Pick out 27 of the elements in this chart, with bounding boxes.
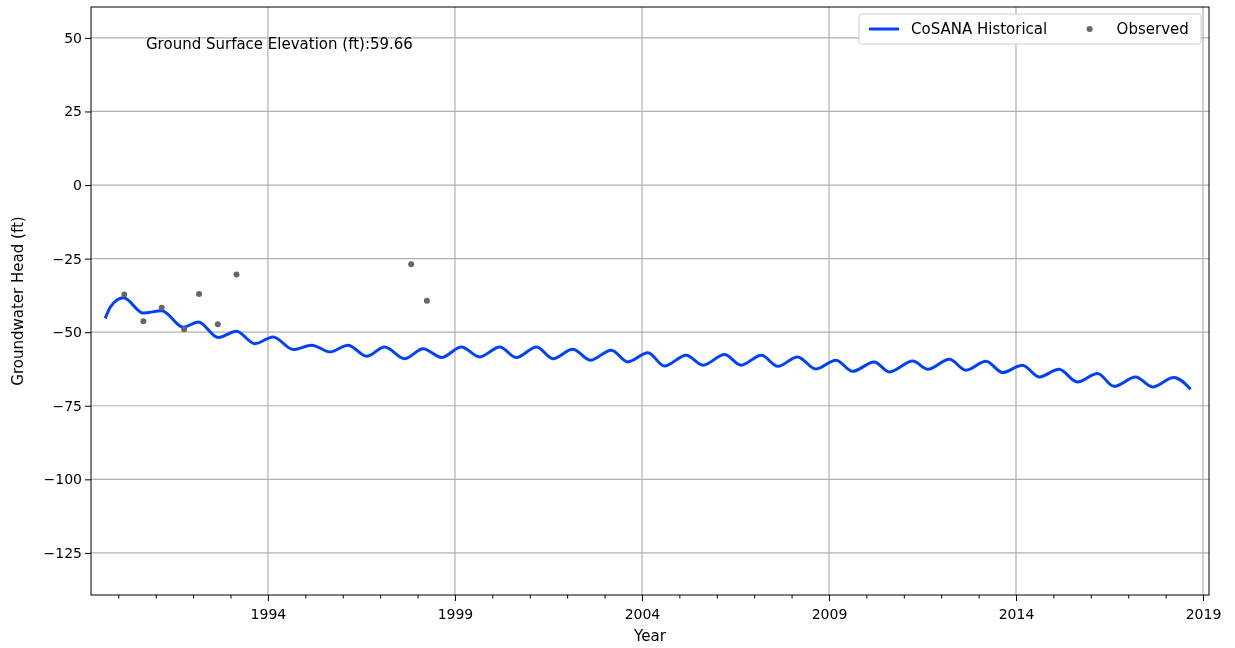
x-tick-label: 2004 <box>624 606 661 623</box>
y-tick-label: −50 <box>52 324 82 341</box>
y-tick-label: 0 <box>73 177 82 194</box>
x-tick-label: 1994 <box>250 606 287 623</box>
point <box>423 297 430 304</box>
x-tick-label: 1999 <box>437 606 474 623</box>
point <box>181 326 188 333</box>
y-tick-label: 25 <box>64 103 82 120</box>
point <box>196 290 203 297</box>
y-tick-label: −100 <box>43 471 82 488</box>
y-tick-label: −75 <box>52 397 82 414</box>
point <box>140 318 147 325</box>
x-tick-label: 2019 <box>1185 606 1222 623</box>
point <box>214 321 221 328</box>
legend-label: CoSANA Historical <box>911 20 1048 38</box>
point <box>408 261 415 268</box>
x-tick-label: 2009 <box>811 606 848 623</box>
y-axis-title: Groundwater Head (ft) <box>9 216 27 386</box>
legend-label: Observed <box>1116 20 1189 38</box>
y-tick-label: −25 <box>52 250 82 267</box>
x-axis-title: Year <box>633 627 667 645</box>
point <box>121 291 128 298</box>
x-tick-label: 2014 <box>998 606 1035 623</box>
annotation: Ground Surface Elevation (ft):59.66 <box>146 35 413 53</box>
y-tick-label: −125 <box>43 544 82 561</box>
point <box>158 304 165 311</box>
y-tick-label: 50 <box>64 29 82 46</box>
